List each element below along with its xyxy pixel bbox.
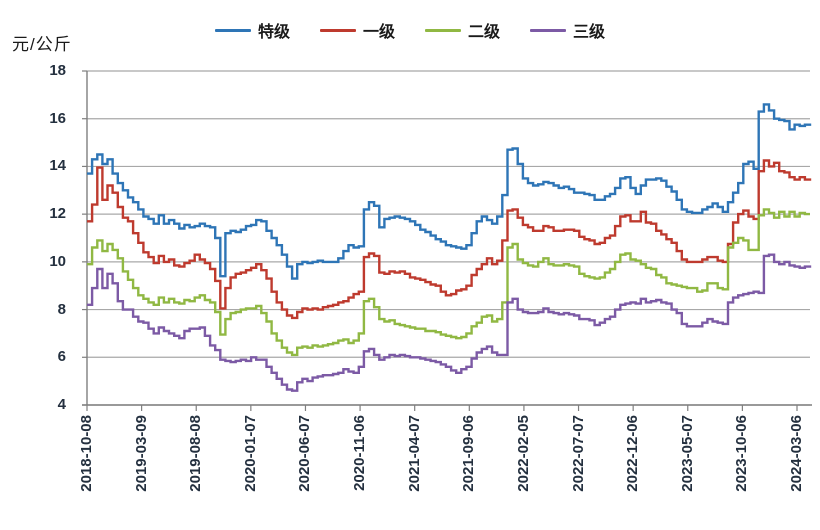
x-tick-label: 2018-10-08 bbox=[78, 415, 95, 492]
x-tick-label: 2019-08-08 bbox=[187, 415, 205, 492]
legend-item: 二级 bbox=[425, 18, 500, 42]
legend-label: 三级 bbox=[573, 24, 606, 41]
y-tick-label: 8 bbox=[57, 300, 66, 318]
legend-line-swatch-icon bbox=[530, 28, 567, 32]
y-tick-label: 16 bbox=[49, 109, 66, 127]
y-tick-label: 14 bbox=[49, 157, 66, 175]
x-tick-label: 2022-07-07 bbox=[569, 415, 587, 492]
y-tick-label: 4 bbox=[57, 396, 66, 413]
y-tick-label: 12 bbox=[49, 205, 66, 223]
series-line-二级 bbox=[87, 208, 810, 357]
x-tick-label: 2020-01-07 bbox=[241, 415, 259, 492]
legend-line-swatch-icon bbox=[425, 28, 461, 32]
y-axis-title: 元/公斤 bbox=[12, 35, 72, 54]
y-tick-label: 10 bbox=[49, 252, 66, 270]
x-tick-label: 2021-09-06 bbox=[460, 415, 478, 492]
series-line-一级 bbox=[87, 159, 812, 320]
legend-item: 三级 bbox=[530, 18, 605, 42]
legend-line-swatch-icon bbox=[214, 28, 251, 32]
x-tick-label: 2022-12-06 bbox=[624, 415, 642, 492]
series-line-特级 bbox=[87, 103, 812, 280]
legend-label: 一级 bbox=[362, 24, 395, 41]
legend-label: 特级 bbox=[257, 24, 290, 41]
x-tick-label: 2023-10-06 bbox=[733, 415, 751, 492]
x-tick-label: 2021-04-07 bbox=[405, 415, 423, 492]
x-tick-label: 2022-02-05 bbox=[514, 415, 532, 492]
x-tick-label: 2020-11-06 bbox=[351, 415, 369, 491]
x-tick-label: 2023-05-07 bbox=[678, 415, 696, 492]
legend-item: 特级 bbox=[214, 18, 290, 42]
y-tick-label: 6 bbox=[57, 348, 66, 366]
series-line-三级 bbox=[87, 253, 812, 392]
legend-item: 一级 bbox=[319, 18, 395, 42]
x-tick-label: 2020-06-07 bbox=[296, 415, 314, 492]
legend-line-swatch-icon bbox=[319, 28, 356, 32]
legend: 特级 一级 二级 三级 bbox=[0, 18, 820, 42]
y-tick-label: 18 bbox=[49, 62, 66, 79]
x-tick-label: 2019-03-09 bbox=[132, 415, 150, 492]
legend-label: 二级 bbox=[468, 24, 501, 41]
x-tick-label: 2024-03-06 bbox=[788, 415, 805, 492]
